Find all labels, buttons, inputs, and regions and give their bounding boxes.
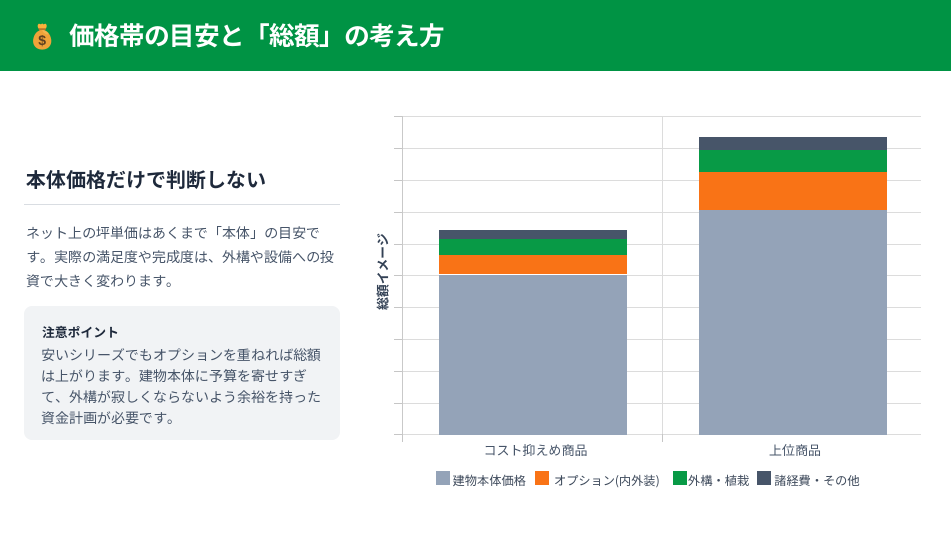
svg-text:$: $ (38, 32, 46, 48)
